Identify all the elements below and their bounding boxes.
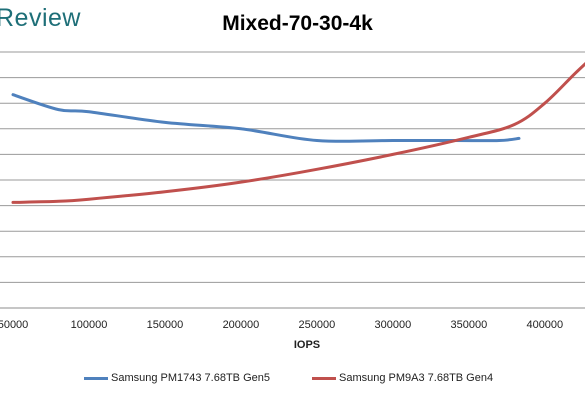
x-tick-label: 200000 xyxy=(223,319,260,331)
gridlines xyxy=(0,51,585,309)
x-tick-label: 100000 xyxy=(71,319,108,331)
x-tick-label: 250000 xyxy=(299,319,336,331)
series-line-pm1743 xyxy=(11,93,521,143)
series-lines xyxy=(11,62,585,204)
x-tick-label: 350000 xyxy=(450,319,487,331)
x-tick-label: 50000 xyxy=(0,319,28,331)
x-tick-labels: 50000 100000 150000 200000 250000 300000 35000… xyxy=(0,319,563,331)
x-tick-label: 150000 xyxy=(147,319,184,331)
legend-swatch-pm9a3 xyxy=(312,376,336,380)
legend-item-pm1743: Samsung PM1743 7.68TB Gen5 xyxy=(84,372,270,384)
series-line-pm9a3 xyxy=(11,62,585,204)
x-axis-title: IOPS xyxy=(294,339,320,351)
legend-item-pm9a3: Samsung PM9A3 7.68TB Gen4 xyxy=(312,372,493,384)
x-tick-label: 300000 xyxy=(375,319,412,331)
legend-swatch-pm1743 xyxy=(84,376,108,380)
brand-logo-text: Review xyxy=(0,4,81,32)
legend-label-pm1743: Samsung PM1743 7.68TB Gen5 xyxy=(111,372,270,384)
chart-title: Mixed-70-30-4k xyxy=(222,12,373,35)
legend-label-pm9a3: Samsung PM9A3 7.68TB Gen4 xyxy=(339,372,494,384)
x-tick-label: 400000 xyxy=(526,319,563,331)
